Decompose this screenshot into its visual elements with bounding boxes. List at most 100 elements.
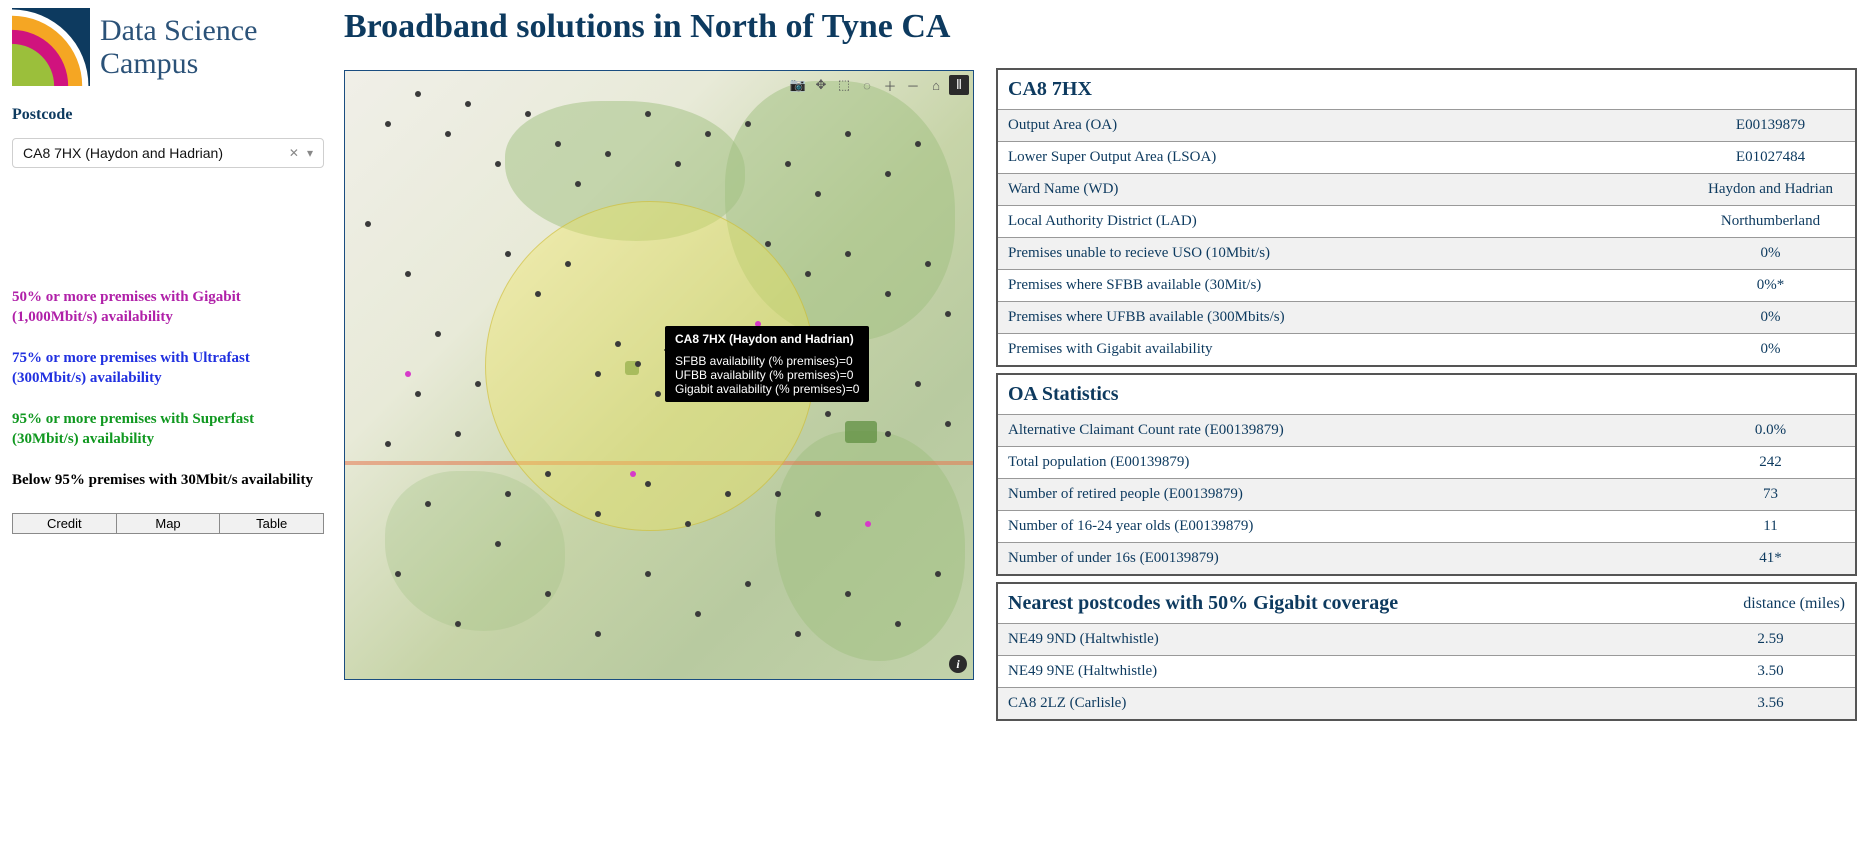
logo-text: Data Science Campus: [100, 14, 257, 80]
map-point[interactable]: [645, 571, 651, 577]
map-point[interactable]: [415, 91, 421, 97]
map-terrain: [775, 431, 965, 661]
map-point[interactable]: [525, 111, 531, 117]
map-point[interactable]: [505, 491, 511, 497]
info-icon[interactable]: i: [949, 655, 967, 673]
map-point[interactable]: [775, 491, 781, 497]
map-point[interactable]: [495, 161, 501, 167]
map-point[interactable]: [385, 121, 391, 127]
map-point[interactable]: [405, 271, 411, 277]
map-point[interactable]: [455, 621, 461, 627]
map-point[interactable]: [845, 131, 851, 137]
map-point[interactable]: [465, 101, 471, 107]
map-point[interactable]: [455, 431, 461, 437]
map-point[interactable]: [445, 131, 451, 137]
map-point[interactable]: [635, 361, 641, 367]
map-point[interactable]: [495, 541, 501, 547]
plotly-logo-icon[interactable]: ⦀: [949, 75, 969, 95]
map-point[interactable]: [545, 471, 551, 477]
table-button[interactable]: Table: [220, 513, 324, 534]
map-point[interactable]: [815, 511, 821, 517]
main: Broadband solutions in North of Tyne CA …: [344, 8, 984, 680]
pan-icon[interactable]: ✥: [811, 75, 831, 95]
map-point[interactable]: [845, 591, 851, 597]
map-point[interactable]: [365, 221, 371, 227]
map-point[interactable]: [935, 571, 941, 577]
map-point[interactable]: [385, 441, 391, 447]
info-panel: CA8 7HX Output Area (OA)E00139879Lower S…: [996, 68, 1857, 727]
map-tooltip: CA8 7HX (Haydon and Hadrian) SFBB availa…: [665, 326, 869, 402]
row-value: 73: [1686, 479, 1856, 511]
map-point-gigabit[interactable]: [630, 471, 636, 477]
map-point[interactable]: [595, 511, 601, 517]
legend-ultrafast: 75% or more premises with Ultrafast (300…: [12, 349, 324, 388]
chevron-down-icon[interactable]: ▾: [307, 146, 313, 160]
row-key: Number of under 16s (E00139879): [997, 543, 1686, 576]
map-point[interactable]: [915, 381, 921, 387]
map-point[interactable]: [595, 371, 601, 377]
map-point[interactable]: [505, 251, 511, 257]
zoom-out-icon[interactable]: －: [903, 75, 923, 95]
map-button[interactable]: Map: [117, 513, 221, 534]
map-point[interactable]: [655, 391, 661, 397]
map-point[interactable]: [565, 261, 571, 267]
map-point[interactable]: [945, 311, 951, 317]
map-point[interactable]: [645, 481, 651, 487]
map[interactable]: CA8 7HX (Haydon and Hadrian) SFBB availa…: [344, 70, 974, 680]
map-point[interactable]: [825, 411, 831, 417]
map-point-gigabit[interactable]: [865, 521, 871, 527]
row-key: Output Area (OA): [997, 110, 1686, 142]
map-point[interactable]: [885, 291, 891, 297]
map-point[interactable]: [925, 261, 931, 267]
postcode-select[interactable]: CA8 7HX (Haydon and Hadrian) ✕ ▾: [12, 138, 324, 168]
map-point[interactable]: [675, 161, 681, 167]
map-point[interactable]: [725, 491, 731, 497]
map-point[interactable]: [435, 331, 441, 337]
map-point[interactable]: [615, 341, 621, 347]
map-point[interactable]: [815, 191, 821, 197]
map-point[interactable]: [395, 571, 401, 577]
map-point[interactable]: [415, 391, 421, 397]
map-point[interactable]: [895, 621, 901, 627]
map-point[interactable]: [845, 251, 851, 257]
map-point[interactable]: [575, 181, 581, 187]
zoom-in-icon[interactable]: ＋: [880, 75, 900, 95]
camera-icon[interactable]: 📷: [788, 75, 808, 95]
map-point[interactable]: [685, 521, 691, 527]
table-row: Total population (E00139879)242: [997, 447, 1856, 479]
map-point[interactable]: [535, 291, 541, 297]
map-point[interactable]: [745, 121, 751, 127]
map-point[interactable]: [945, 421, 951, 427]
map-point-gigabit[interactable]: [405, 371, 411, 377]
lasso-icon[interactable]: ◌: [857, 75, 877, 95]
table-row: Number of 16-24 year olds (E00139879)11: [997, 511, 1856, 543]
table-row: Ward Name (WD)Haydon and Hadrian: [997, 174, 1856, 206]
map-point[interactable]: [545, 591, 551, 597]
map-point[interactable]: [645, 111, 651, 117]
map-point[interactable]: [915, 141, 921, 147]
home-icon[interactable]: ⌂: [926, 75, 946, 95]
table-head: Nearest postcodes with 50% Gigabit cover…: [997, 583, 1686, 624]
tooltip-line: SFBB availability (% premises)=0: [675, 354, 859, 368]
map-point[interactable]: [595, 631, 601, 637]
map-point[interactable]: [695, 611, 701, 617]
row-key: Alternative Claimant Count rate (E001398…: [997, 415, 1686, 447]
view-buttons: Credit Map Table: [12, 513, 324, 534]
box-select-icon[interactable]: ⬚: [834, 75, 854, 95]
map-point[interactable]: [745, 581, 751, 587]
clear-icon[interactable]: ✕: [289, 146, 299, 160]
map-point[interactable]: [885, 171, 891, 177]
map-point[interactable]: [785, 161, 791, 167]
row-key: Premises unable to recieve USO (10Mbit/s…: [997, 238, 1686, 270]
map-point[interactable]: [605, 151, 611, 157]
credit-button[interactable]: Credit: [12, 513, 117, 534]
map-point[interactable]: [795, 631, 801, 637]
map-point[interactable]: [705, 131, 711, 137]
page-title: Broadband solutions in North of Tyne CA: [344, 8, 984, 46]
map-point[interactable]: [425, 501, 431, 507]
map-point[interactable]: [555, 141, 561, 147]
map-point[interactable]: [805, 271, 811, 277]
map-point[interactable]: [885, 431, 891, 437]
map-point[interactable]: [475, 381, 481, 387]
map-point[interactable]: [765, 241, 771, 247]
